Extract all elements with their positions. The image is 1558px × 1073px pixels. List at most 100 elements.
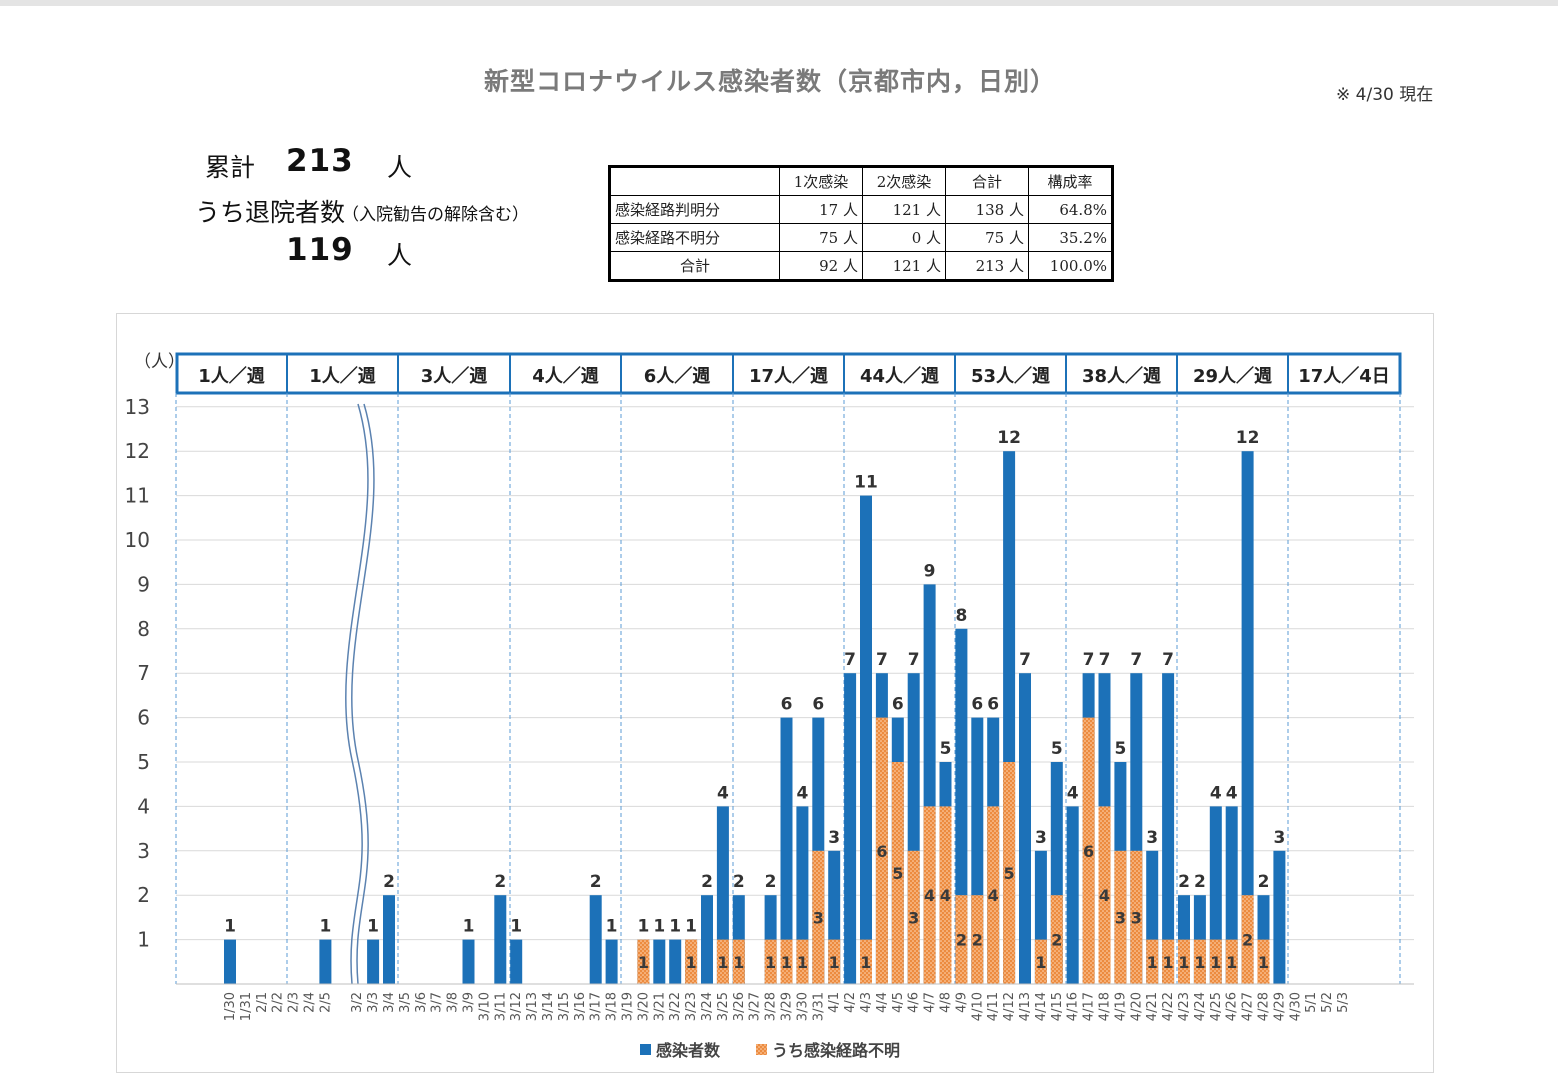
- bar-unknown-label: 1: [781, 953, 792, 972]
- x-tick-label: 3/3: [366, 992, 381, 1013]
- y-tick-label: 2: [137, 883, 150, 907]
- bar-unknown-label: 5: [892, 864, 903, 883]
- x-tick-label: 3/7: [430, 992, 445, 1013]
- x-tick-label: 4/14: [1034, 992, 1049, 1021]
- bar-unknown-route: [1178, 939, 1190, 984]
- bar-total-label: 2: [701, 872, 713, 892]
- table-header-cell: 構成率: [1028, 166, 1113, 196]
- x-tick-label: 5/1: [1304, 992, 1319, 1013]
- bar-total-label: 12: [997, 428, 1021, 448]
- bar-total-label: 6: [781, 695, 793, 715]
- bar-unknown-label: 1: [765, 953, 776, 972]
- bar-unknown-label: 3: [1131, 908, 1142, 927]
- x-tick-label: 4/2: [843, 992, 858, 1013]
- bar-unknown-label: 1: [1147, 953, 1158, 972]
- bar-unknown-label: 5: [1004, 864, 1015, 883]
- x-tick-label: 3/2: [350, 992, 365, 1013]
- y-tick-label: 9: [137, 572, 150, 596]
- x-tick-label: 4/4: [875, 992, 890, 1013]
- bar-unknown-label: 1: [1194, 953, 1205, 972]
- x-tick-label: 3/15: [557, 992, 572, 1021]
- bar-total-label: 3: [1146, 828, 1158, 848]
- x-tick-label: 4/13: [1018, 992, 1033, 1021]
- bar-unknown-route: [685, 939, 698, 984]
- table-cell: 75 人: [779, 223, 863, 252]
- bar-unknown-label: 4: [940, 886, 951, 905]
- bar-unknown-label: 1: [1226, 953, 1237, 972]
- bar-unknown-label: 1: [1258, 953, 1269, 972]
- table-cell: 121 人: [862, 195, 946, 224]
- bar-total-label: 2: [765, 872, 777, 892]
- bar-total-label: 5: [1051, 739, 1063, 759]
- bar-unknown-route: [1225, 939, 1238, 984]
- bar-unknown-route: [987, 806, 1000, 984]
- bar-total: [494, 895, 507, 984]
- bar-total-label: 1: [653, 917, 665, 937]
- bar-unknown-route: [1034, 939, 1047, 984]
- bar-total-label: 1: [637, 917, 649, 937]
- bar-total-label: 7: [1083, 650, 1095, 670]
- x-tick-label: 3/20: [636, 992, 651, 1021]
- bar-unknown-label: 1: [733, 953, 744, 972]
- x-tick-label: 2/2: [271, 992, 286, 1013]
- bar-total-label: 7: [876, 650, 888, 670]
- y-tick-label: 8: [137, 617, 150, 641]
- x-tick-label: 3/29: [780, 992, 795, 1021]
- bar-total-label: 2: [1178, 872, 1190, 892]
- x-tick-label: 4/27: [1241, 992, 1256, 1021]
- bar-unknown-route: [1257, 939, 1270, 984]
- x-tick-label: 5/2: [1320, 992, 1335, 1013]
- table-header-cell: 1次感染: [779, 166, 863, 196]
- weekly-count-label: 1人／週: [198, 366, 265, 387]
- x-tick-label: 4/30: [1288, 992, 1303, 1021]
- bar-total-label: 4: [796, 783, 808, 803]
- x-tick-label: 4/20: [1129, 992, 1144, 1021]
- discharged-label: うち退院者数: [195, 198, 346, 227]
- y-unit-label: （人）: [134, 352, 185, 372]
- top-border: [0, 0, 1558, 6]
- y-tick-label: 7: [137, 661, 150, 685]
- x-tick-label: 3/28: [764, 992, 779, 1021]
- y-tick-label: 13: [125, 395, 150, 419]
- x-tick-label: 4/18: [1098, 992, 1113, 1021]
- x-tick-label: 3/19: [621, 992, 636, 1021]
- bar-total-label: 6: [987, 695, 999, 715]
- bar-unknown-label: 1: [1210, 953, 1221, 972]
- bar-unknown-route: [780, 939, 793, 984]
- bar-total-label: 2: [590, 872, 602, 892]
- x-tick-label: 5/3: [1336, 992, 1351, 1013]
- table-cell: 合計: [609, 251, 780, 281]
- page-title: 新型コロナウイルス感染者数（京都市内，日別）: [483, 67, 1056, 96]
- total-label: 累計: [205, 153, 256, 182]
- x-tick-label: 4/16: [1066, 992, 1081, 1021]
- y-tick-label: 6: [137, 706, 150, 730]
- x-tick-label: 4/23: [1177, 992, 1192, 1021]
- bar-total-label: 11: [854, 473, 878, 493]
- x-tick-label: 1/31: [239, 992, 254, 1021]
- bar-unknown-route: [1050, 895, 1063, 984]
- bar-unknown-label: 2: [956, 931, 967, 950]
- bar-unknown-route: [764, 939, 777, 984]
- table-cell: 100.0%: [1028, 251, 1113, 281]
- bar-unknown-route: [732, 939, 745, 984]
- y-tick-label: 10: [125, 528, 150, 552]
- x-tick-label: 3/12: [509, 992, 524, 1021]
- table-cell: 0 人: [862, 223, 946, 252]
- bar-total: [224, 939, 236, 984]
- bar-unknown-route: [1082, 717, 1095, 984]
- y-tick-label: 12: [125, 439, 150, 463]
- bar-unknown-route: [796, 939, 809, 984]
- bar-unknown-route: [1130, 850, 1143, 984]
- bar-unknown-route: [1114, 850, 1127, 984]
- bar-total-label: 1: [510, 917, 522, 937]
- bar-total-label: 7: [844, 650, 856, 670]
- bar-unknown-label: 2: [1242, 931, 1253, 950]
- x-tick-label: 3/22: [668, 992, 683, 1021]
- y-tick-label: 11: [125, 484, 150, 508]
- weekly-count-label: 29人／週: [1193, 366, 1272, 387]
- x-tick-label: 3/27: [748, 992, 763, 1021]
- x-tick-label: 4/9: [954, 992, 969, 1013]
- bar-total-label: 1: [685, 917, 697, 937]
- bar-total-label: 3: [828, 828, 840, 848]
- bar-total-label: 4: [717, 783, 729, 803]
